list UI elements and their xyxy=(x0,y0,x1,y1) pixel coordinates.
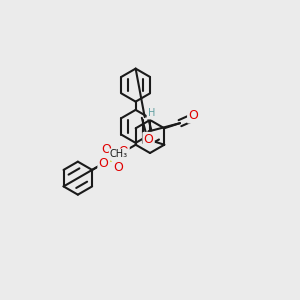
Text: O: O xyxy=(118,145,128,158)
Text: S: S xyxy=(108,152,116,165)
Text: CH₃: CH₃ xyxy=(110,149,128,159)
Text: O: O xyxy=(188,109,198,122)
Text: O: O xyxy=(101,143,111,156)
Text: O: O xyxy=(144,133,154,146)
Text: O: O xyxy=(113,161,123,174)
Text: O: O xyxy=(99,157,109,170)
Text: H: H xyxy=(148,109,155,118)
